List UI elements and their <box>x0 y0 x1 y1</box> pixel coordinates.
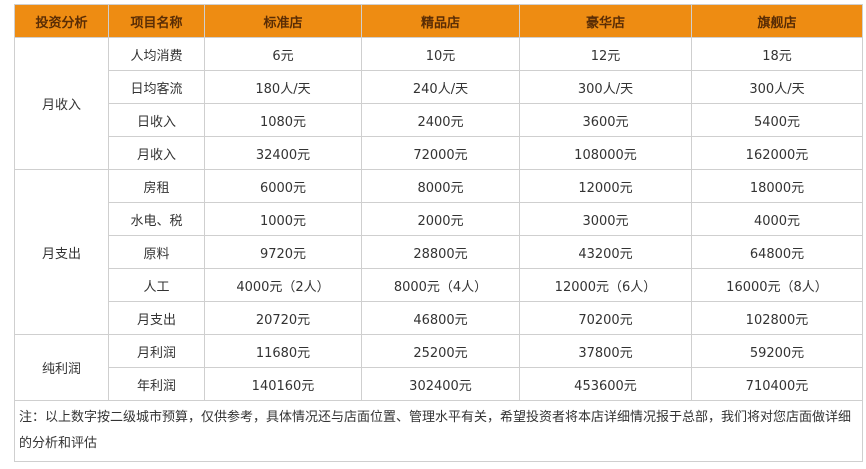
value-cell: 8000元 <box>361 169 520 203</box>
group-label: 纯利润 <box>14 334 109 401</box>
value-cell: 300人/天 <box>691 70 863 104</box>
item-name: 人工 <box>108 268 205 302</box>
value-cell: 1000元 <box>204 202 362 236</box>
table-row: 纯利润 月利润 11680元 25200元 37800元 59200元 <box>14 334 863 401</box>
value-cell: 9720元 <box>204 235 362 269</box>
item-name: 日均客流 <box>108 70 205 104</box>
value-cell: 18元 <box>691 37 863 71</box>
value-cell: 37800元 <box>519 334 692 368</box>
table-row: 人工 4000元（2人） 8000元（4人） 12000元（6人） 16000元（8人） <box>15 268 863 302</box>
item-name: 日收入 <box>108 103 205 137</box>
group-label: 月收入 <box>14 37 109 170</box>
value-cell: 3000元 <box>519 202 692 236</box>
note-text: 注：以上数字按二级城市预算，仅供参考，具体情况还与店面位置、管理水平有关，希望投… <box>14 400 863 462</box>
value-cell: 72000元 <box>361 136 520 170</box>
value-cell: 32400元 <box>204 136 362 170</box>
note-row: 注：以上数字按二级城市预算，仅供参考，具体情况还与店面位置、管理水平有关，希望投… <box>14 400 863 462</box>
value-cell: 2400元 <box>361 103 520 137</box>
value-cell: 18000元 <box>691 169 863 203</box>
value-cell: 46800元 <box>361 301 520 335</box>
table-row: 月收入 人均消费 6元 10元 12元 18元 <box>14 37 863 170</box>
table-row: 月收入 32400元 72000元 108000元 162000元 <box>15 136 863 170</box>
value-cell: 162000元 <box>691 136 863 170</box>
table-row: 月支出 房租 6000元 8000元 12000元 18000元 <box>14 169 863 335</box>
value-cell: 4000元 <box>691 202 863 236</box>
column-header: 投资分析 <box>14 4 109 38</box>
item-name: 月支出 <box>108 301 205 335</box>
value-cell: 11680元 <box>204 334 362 368</box>
value-cell: 70200元 <box>519 301 692 335</box>
value-cell: 12元 <box>519 37 692 71</box>
value-cell: 710400元 <box>691 367 863 401</box>
value-cell: 3600元 <box>519 103 692 137</box>
item-name: 年利润 <box>108 367 205 401</box>
value-cell: 59200元 <box>691 334 863 368</box>
value-cell: 10元 <box>361 37 520 71</box>
column-header: 项目名称 <box>108 4 205 38</box>
value-cell: 64800元 <box>691 235 863 269</box>
column-header: 精品店 <box>361 4 520 38</box>
value-cell: 300人/天 <box>519 70 692 104</box>
item-name: 水电、税 <box>108 202 205 236</box>
value-cell: 16000元（8人） <box>691 268 863 302</box>
value-cell: 12000元 <box>519 169 692 203</box>
item-name: 月利润 <box>108 334 205 368</box>
value-cell: 2000元 <box>361 202 520 236</box>
group-label: 月支出 <box>14 169 109 335</box>
item-name: 人均消费 <box>108 37 205 71</box>
column-header: 豪华店 <box>519 4 692 38</box>
value-cell: 1080元 <box>204 103 362 137</box>
value-cell: 302400元 <box>361 367 520 401</box>
value-cell: 6000元 <box>204 169 362 203</box>
value-cell: 8000元（4人） <box>361 268 520 302</box>
value-cell: 28800元 <box>361 235 520 269</box>
table-row: 原料 9720元 28800元 43200元 64800元 <box>15 235 863 269</box>
value-cell: 6元 <box>204 37 362 71</box>
value-cell: 25200元 <box>361 334 520 368</box>
column-header: 标准店 <box>204 4 362 38</box>
table-row: 月支出 20720元 46800元 70200元 102800元 <box>15 301 863 335</box>
value-cell: 43200元 <box>519 235 692 269</box>
item-name: 房租 <box>108 169 205 203</box>
value-cell: 5400元 <box>691 103 863 137</box>
value-cell: 20720元 <box>204 301 362 335</box>
value-cell: 102800元 <box>691 301 863 335</box>
header-row: 投资分析 项目名称 标准店 精品店 豪华店 旗舰店 <box>14 4 863 38</box>
table-row: 水电、税 1000元 2000元 3000元 4000元 <box>15 202 863 236</box>
column-header: 旗舰店 <box>691 4 863 38</box>
table-row: 日收入 1080元 2400元 3600元 5400元 <box>15 103 863 137</box>
value-cell: 140160元 <box>204 367 362 401</box>
table-row: 日均客流 180人/天 240人/天 300人/天 300人/天 <box>15 70 863 104</box>
item-name: 月收入 <box>108 136 205 170</box>
investment-analysis-table: 投资分析 项目名称 标准店 精品店 豪华店 旗舰店 月收入 人均消费 6元 10元 12元 18元日… <box>14 4 863 462</box>
table-row: 年利润 140160元 302400元 453600元 710400元 <box>15 367 863 401</box>
value-cell: 240人/天 <box>361 70 520 104</box>
value-cell: 180人/天 <box>204 70 362 104</box>
value-cell: 108000元 <box>519 136 692 170</box>
value-cell: 12000元（6人） <box>519 268 692 302</box>
value-cell: 453600元 <box>519 367 692 401</box>
item-name: 原料 <box>108 235 205 269</box>
value-cell: 4000元（2人） <box>204 268 362 302</box>
